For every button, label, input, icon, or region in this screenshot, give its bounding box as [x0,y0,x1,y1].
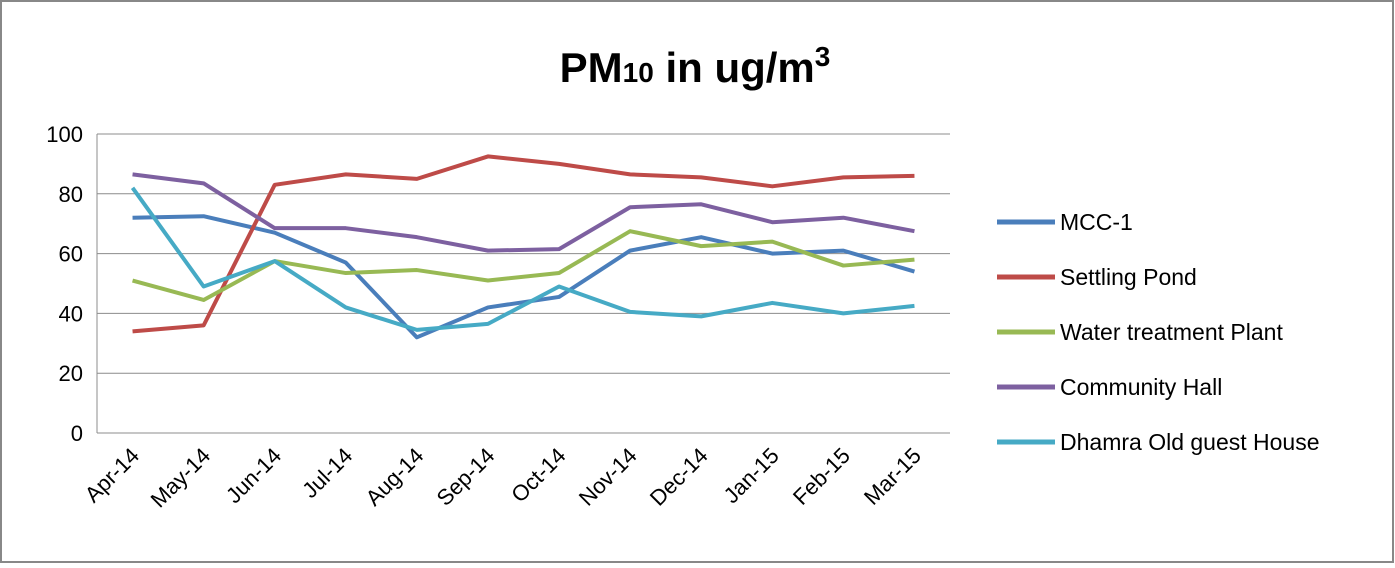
legend-label: MCC-1 [1060,209,1133,235]
series-line [132,154,915,334]
y-tick-label: 100 [46,122,83,147]
legend-label: Settling Pond [1060,264,1197,290]
series-line [132,172,915,253]
legend-label: Water treatment Plant [1060,319,1283,345]
legend-label: Community Hall [1060,374,1222,400]
title-superscript: 3 [815,41,831,72]
title-part: PM [560,44,623,91]
series-line [130,186,915,332]
legend-label: Dhamra Old guest House [1060,429,1320,455]
chart-title: PM10 in ug/m3 [560,41,831,91]
y-tick-label: 60 [59,242,83,267]
series-line [132,214,916,340]
y-tick-label: 0 [71,421,83,446]
title-subscript: 10 [623,57,654,88]
y-tick-label: 20 [59,361,83,386]
title-part: in ug/m [654,44,815,91]
y-tick-label: 40 [59,301,83,326]
series-line [132,229,915,302]
y-tick-label: 80 [59,182,83,207]
